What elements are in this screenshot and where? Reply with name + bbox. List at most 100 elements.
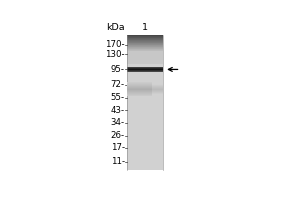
Bar xyxy=(127,157,163,158)
Bar xyxy=(127,93,152,94)
Bar xyxy=(127,139,163,140)
Bar xyxy=(127,68,163,69)
Bar xyxy=(127,160,163,161)
Bar xyxy=(127,87,163,88)
Bar xyxy=(127,148,163,149)
Bar xyxy=(127,45,163,46)
Bar xyxy=(127,164,163,165)
Bar xyxy=(127,115,163,116)
Bar xyxy=(127,159,163,160)
Bar xyxy=(127,90,163,91)
Bar xyxy=(127,121,163,122)
Bar xyxy=(127,41,163,42)
Bar xyxy=(127,71,163,72)
Bar xyxy=(152,85,163,86)
Bar xyxy=(127,137,163,138)
Bar xyxy=(127,84,152,85)
Bar xyxy=(127,135,163,136)
Bar xyxy=(127,115,163,116)
Text: 95-: 95- xyxy=(111,65,125,74)
Bar xyxy=(127,44,163,45)
Bar xyxy=(127,112,163,113)
Bar xyxy=(127,161,163,162)
Bar xyxy=(127,47,163,48)
Bar xyxy=(127,155,163,156)
Bar xyxy=(127,139,163,140)
Bar xyxy=(127,40,163,41)
Bar xyxy=(127,105,163,106)
Bar xyxy=(127,46,163,47)
Bar xyxy=(127,88,152,89)
Bar xyxy=(152,84,163,85)
Bar xyxy=(127,73,163,74)
Bar xyxy=(127,103,163,104)
Bar xyxy=(127,36,163,37)
Bar xyxy=(127,140,163,141)
Bar xyxy=(127,82,163,83)
Bar xyxy=(152,83,163,84)
Bar xyxy=(127,168,163,169)
Bar xyxy=(127,46,163,47)
Bar xyxy=(127,63,163,64)
Bar xyxy=(127,156,163,157)
Bar xyxy=(127,92,152,93)
Bar xyxy=(127,43,163,44)
Bar xyxy=(127,48,163,49)
Bar xyxy=(127,74,163,75)
Bar xyxy=(127,130,163,131)
Bar xyxy=(127,111,163,112)
Bar xyxy=(127,69,163,70)
Bar xyxy=(127,143,163,144)
Bar xyxy=(127,42,163,43)
Bar xyxy=(127,108,163,109)
Bar xyxy=(152,86,163,87)
Bar xyxy=(127,77,163,78)
Bar xyxy=(127,51,163,52)
Bar xyxy=(127,95,152,96)
Bar xyxy=(152,94,163,95)
Bar xyxy=(127,40,163,41)
Bar xyxy=(127,148,163,149)
Bar xyxy=(127,152,163,153)
Bar xyxy=(127,122,163,123)
Bar xyxy=(127,66,163,67)
Bar xyxy=(127,37,163,38)
Bar xyxy=(127,46,163,47)
Bar xyxy=(127,147,163,148)
Bar xyxy=(127,88,152,89)
Bar xyxy=(127,109,163,110)
Bar xyxy=(127,114,163,115)
Bar xyxy=(152,82,163,83)
Bar xyxy=(127,94,152,95)
Bar xyxy=(127,95,163,96)
Bar xyxy=(127,35,163,36)
Text: 72-: 72- xyxy=(111,80,125,89)
Bar xyxy=(127,149,163,150)
Bar xyxy=(127,167,163,168)
Bar xyxy=(127,38,163,39)
Bar xyxy=(127,44,163,45)
Bar xyxy=(127,153,163,154)
Bar xyxy=(127,42,163,43)
Bar xyxy=(127,124,163,125)
Bar xyxy=(127,88,163,89)
Bar xyxy=(127,162,163,163)
Bar xyxy=(127,134,163,135)
Bar xyxy=(127,154,163,155)
Bar xyxy=(152,89,163,90)
Bar xyxy=(127,101,163,102)
Bar xyxy=(127,87,163,88)
Text: 34-: 34- xyxy=(111,118,125,127)
Bar xyxy=(127,97,163,98)
Bar xyxy=(127,78,163,79)
Bar xyxy=(127,106,163,107)
Bar xyxy=(127,96,163,97)
Bar xyxy=(127,90,152,91)
Bar xyxy=(127,69,163,70)
Bar xyxy=(127,84,163,85)
Bar xyxy=(127,116,163,117)
Bar xyxy=(127,49,163,50)
Bar xyxy=(127,92,163,93)
Bar xyxy=(127,91,152,92)
Bar xyxy=(127,111,163,112)
